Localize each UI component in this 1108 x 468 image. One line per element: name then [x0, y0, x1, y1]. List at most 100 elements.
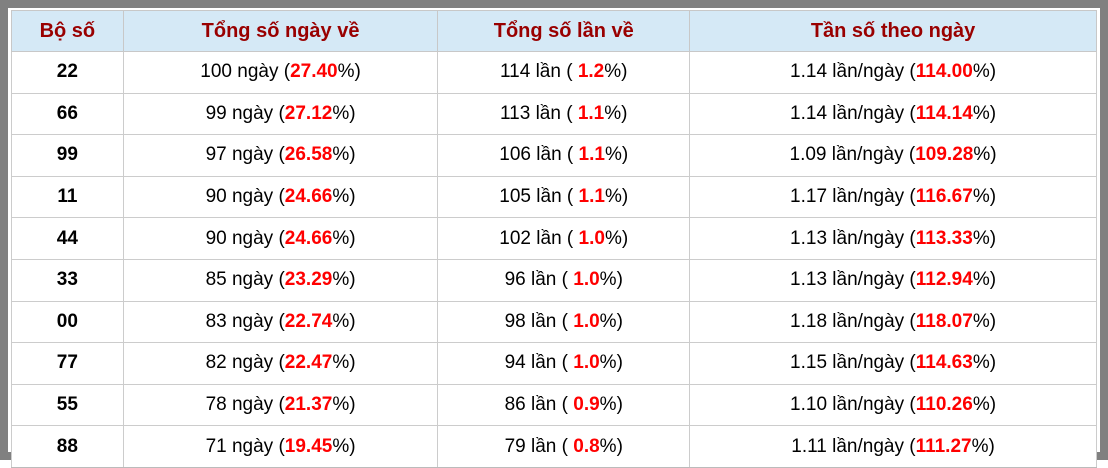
- highlighted-percentage: 26.58: [284, 144, 333, 166]
- cell-text: %): [972, 102, 997, 124]
- frequency-cell: 1.13 lần/ngày (113.33%): [689, 217, 1097, 260]
- frequency-cell: 1.14 lần/ngày (114.14%): [689, 92, 1097, 136]
- pair-cell: 22: [11, 51, 124, 94]
- times-cell: 94 lần ( 1.0%): [437, 342, 691, 385]
- highlighted-percentage: 116.67: [915, 186, 973, 208]
- cell-text: %): [972, 61, 997, 83]
- highlighted-percentage: 21.37: [284, 394, 333, 416]
- cell-text: 90 ngày (: [205, 227, 285, 249]
- cell-text: %): [599, 352, 623, 374]
- cell-text: 22: [56, 61, 78, 83]
- pair-cell: 99: [11, 134, 124, 177]
- table-body: 22 100 ngày (27.40%) 114 lần ( 1.2%) 1.14 l…: [11, 51, 1097, 468]
- times-cell: 106 lần ( 1.1%): [437, 134, 691, 177]
- highlighted-percentage: 1.0: [578, 227, 605, 249]
- highlighted-percentage: 27.40: [290, 61, 338, 83]
- highlighted-percentage: 22.47: [284, 352, 333, 374]
- table-row: 11 90 ngày (24.66%) 105 lần ( 1.1%) 1.17 lầ…: [11, 175, 1097, 219]
- times-cell: 98 lần ( 1.0%): [437, 300, 691, 344]
- cell-text: 78 ngày (: [205, 394, 285, 416]
- cell-text: 98 lần (: [504, 310, 574, 332]
- frequency-cell: 1.15 lần/ngày (114.63%): [689, 342, 1097, 385]
- table-header: Bộ số Tổng số ngày về Tổng số lần về Tần…: [11, 10, 1097, 52]
- cell-text: 105 lần (: [499, 186, 579, 208]
- pair-cell: 66: [11, 92, 124, 136]
- days-cell: 78 ngày (21.37%): [122, 383, 439, 427]
- cell-text: %): [599, 310, 623, 332]
- frequency-cell: 1.14 lần/ngày (114.00%): [689, 51, 1097, 94]
- table-row: 66 99 ngày (27.12%) 113 lần ( 1.1%) 1.14 lầ…: [11, 92, 1097, 136]
- cell-text: %): [972, 227, 997, 249]
- cell-text: 1.11 lần/ngày (: [791, 435, 916, 457]
- cell-text: %): [972, 269, 997, 291]
- cell-text: %): [604, 227, 629, 249]
- cell-text: %): [972, 394, 997, 416]
- frequency-cell: 1.13 lần/ngày (112.94%): [689, 258, 1097, 302]
- highlighted-percentage: 111.27: [915, 435, 972, 457]
- highlighted-percentage: 1.1: [578, 144, 605, 166]
- highlighted-percentage: 24.66: [284, 227, 333, 249]
- pair-cell: 11: [11, 175, 124, 219]
- highlighted-percentage: 110.26: [915, 394, 973, 416]
- cell-text: 79 lần (: [504, 435, 574, 457]
- cell-text: 85 ngày (: [205, 269, 285, 291]
- cell-text: 1.09 lần/ngày (: [789, 144, 916, 166]
- cell-text: 86 lần (: [504, 394, 574, 416]
- highlighted-percentage: 27.12: [284, 102, 333, 124]
- highlighted-percentage: 1.1: [577, 102, 605, 124]
- highlighted-percentage: 1.2: [577, 61, 605, 83]
- column-header-total-days: Tổng số ngày về: [122, 10, 439, 52]
- column-header-pair: Bộ số: [11, 10, 124, 52]
- cell-text: %): [972, 310, 997, 332]
- cell-text: %): [599, 269, 623, 291]
- cell-text: %): [332, 102, 356, 124]
- cell-text: 1.14 lần/ngày (: [790, 102, 916, 124]
- table-row: 99 97 ngày (26.58%) 106 lần ( 1.1%) 1.09 lầ…: [11, 134, 1097, 177]
- cell-text: %): [332, 352, 356, 374]
- highlighted-percentage: 1.0: [573, 310, 600, 332]
- cell-text: 99 ngày (: [205, 102, 285, 124]
- cell-text: %): [599, 435, 623, 457]
- cell-text: 71 ngày (: [205, 435, 285, 457]
- times-cell: 105 lần ( 1.1%): [437, 175, 691, 219]
- highlighted-percentage: 0.9: [573, 394, 600, 416]
- cell-text: 99: [56, 144, 78, 166]
- days-cell: 90 ngày (24.66%): [122, 217, 439, 260]
- cell-text: 113 lần (: [500, 102, 578, 124]
- highlighted-percentage: 22.74: [284, 310, 333, 332]
- cell-text: 1.15 lần/ngày (: [790, 352, 916, 374]
- highlighted-percentage: 0.8: [573, 435, 600, 457]
- times-cell: 79 lần ( 0.8%): [437, 425, 691, 468]
- table-row: 33 85 ngày (23.29%) 96 lần ( 1.0%) 1.13 lần…: [11, 258, 1097, 302]
- cell-text: %): [604, 144, 629, 166]
- days-cell: 90 ngày (24.66%): [122, 175, 439, 219]
- pair-cell: 55: [11, 383, 124, 427]
- pair-cell: 33: [11, 258, 124, 302]
- frequency-cell: 1.10 lần/ngày (110.26%): [689, 383, 1097, 427]
- table-row: 55 78 ngày (21.37%) 86 lần ( 0.9%) 1.10 lần…: [11, 383, 1097, 427]
- highlighted-percentage: 1.1: [578, 186, 605, 208]
- frequency-cell: 1.11 lần/ngày (111.27%): [689, 425, 1097, 468]
- pair-cell: 77: [11, 342, 124, 385]
- cell-text: %): [599, 394, 623, 416]
- pair-cell: 00: [11, 300, 124, 344]
- frequency-cell: 1.17 lần/ngày (116.67%): [689, 175, 1097, 219]
- highlighted-percentage: 19.45: [284, 435, 333, 457]
- cell-text: 77: [56, 352, 78, 374]
- days-cell: 100 ngày (27.40%): [122, 51, 439, 94]
- cell-text: 90 ngày (: [205, 186, 285, 208]
- highlighted-percentage: 24.66: [284, 186, 333, 208]
- highlighted-percentage: 113.33: [915, 227, 973, 249]
- column-header-total-times: Tổng số lần về: [437, 10, 691, 52]
- cell-text: 97 ngày (: [205, 144, 285, 166]
- cell-text: %): [604, 102, 628, 124]
- highlighted-percentage: 109.28: [915, 144, 974, 166]
- cell-text: 83 ngày (: [205, 310, 285, 332]
- cell-text: %): [332, 310, 356, 332]
- times-cell: 86 lần ( 0.9%): [437, 383, 691, 427]
- cell-text: 00: [56, 310, 78, 332]
- cell-text: %): [972, 352, 997, 374]
- highlighted-percentage: 1.0: [573, 269, 600, 291]
- cell-text: 33: [56, 269, 78, 291]
